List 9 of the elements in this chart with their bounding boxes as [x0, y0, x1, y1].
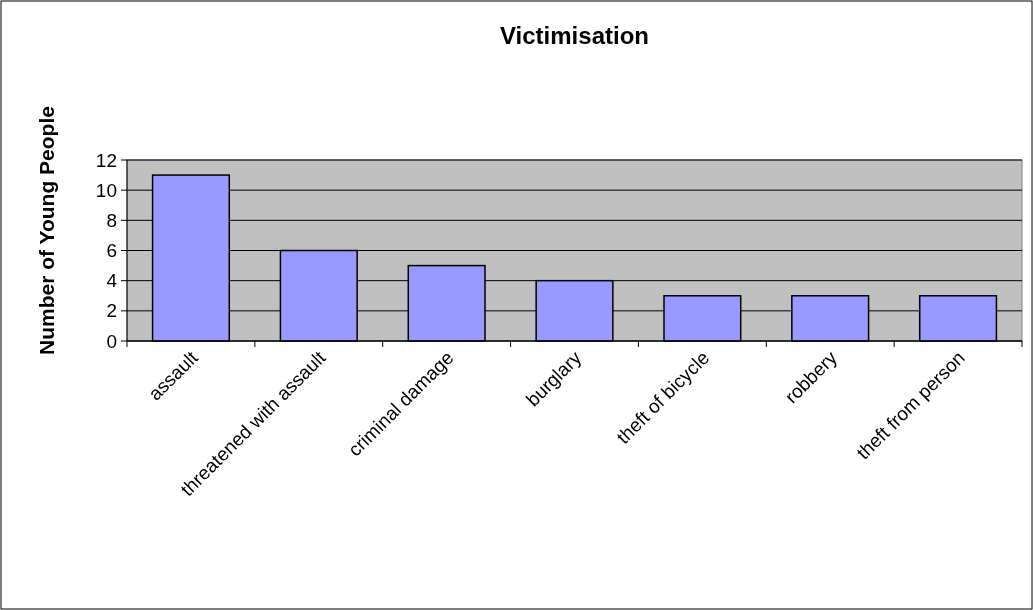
y-tick-label: 12	[95, 149, 117, 171]
y-tick-label: 6	[106, 240, 117, 262]
y-tick-label: 10	[95, 179, 117, 201]
y-tick-label: 2	[106, 300, 117, 322]
y-tick-label: 4	[106, 270, 118, 292]
y-tick-label: 8	[106, 209, 117, 231]
y-tick-label: 0	[106, 330, 117, 352]
y-axis-title: Number of Young People	[35, 106, 58, 355]
chart-title: Victimisation	[500, 22, 649, 49]
